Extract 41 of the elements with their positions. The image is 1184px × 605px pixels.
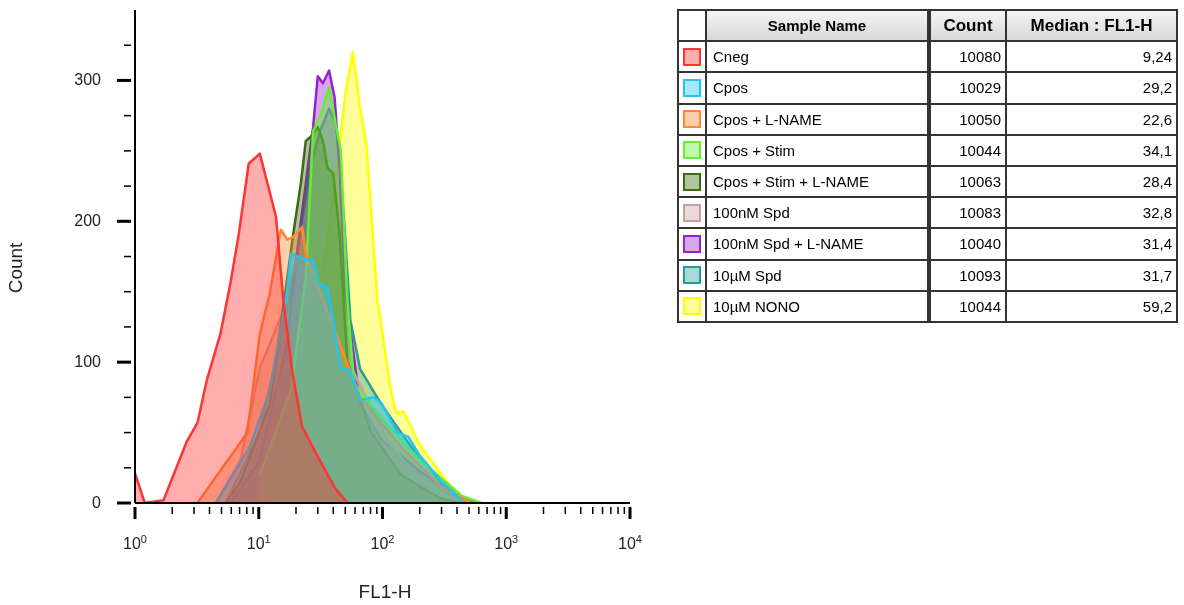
legend-label: 100nM Spd + L-NAME — [706, 228, 928, 260]
y-tick-label: 200 — [74, 212, 102, 230]
legend-title: Sample Name — [706, 10, 928, 42]
text: 10093 — [930, 259, 1006, 291]
x-tick-label: 10$^{3}$ — [494, 533, 519, 552]
x-tick-label: 10$^{2}$ — [370, 533, 395, 552]
text: 10083 — [930, 197, 1006, 229]
text: Count — [930, 10, 1006, 42]
legend-label: Cpos — [706, 72, 928, 104]
legend-label: 10µM Spd — [706, 259, 928, 291]
text: 9,24 — [1006, 41, 1177, 73]
text: 10080 — [930, 41, 1006, 73]
text: 31,4 — [1006, 228, 1177, 260]
x-tick-label: 10$^{4}$ — [618, 533, 642, 552]
text: 59,2 — [1006, 290, 1177, 322]
text: 10044 — [930, 134, 1006, 166]
legend-label: 10µM NONO — [706, 290, 928, 322]
legend-label: Cpos + Stim — [706, 134, 928, 166]
x-tick-label: 10$^{1}$ — [246, 533, 271, 552]
x-axis-title: FL1-H — [358, 581, 412, 602]
text: 10063 — [930, 165, 1006, 198]
y-tick-label: 300 — [74, 71, 102, 89]
legend-label: Cpos + L-NAME — [706, 103, 928, 135]
y-tick-label: 100 — [74, 353, 102, 371]
text: 28,4 — [1006, 165, 1177, 198]
text: 10050 — [930, 103, 1006, 135]
text: 22,6 — [1006, 103, 1177, 135]
text: Median : FL1-H — [1006, 10, 1177, 42]
text: 10029 — [930, 72, 1006, 104]
x-tick-label: 10$^{0}$ — [123, 533, 147, 552]
legend-label: Cneg — [706, 41, 928, 73]
text: 31,7 — [1006, 259, 1177, 291]
text: 34,1 — [1006, 134, 1177, 166]
text: 29,2 — [1006, 72, 1177, 104]
text: 32,8 — [1006, 197, 1177, 229]
text: 10044 — [930, 290, 1006, 322]
text: 10040 — [930, 228, 1006, 260]
legend-label: 100nM Spd — [706, 197, 928, 229]
legend-label: Cpos + Stim + L-NAME — [706, 165, 928, 198]
y-axis-title: Count — [5, 241, 26, 294]
y-tick-label: 0 — [92, 494, 102, 511]
